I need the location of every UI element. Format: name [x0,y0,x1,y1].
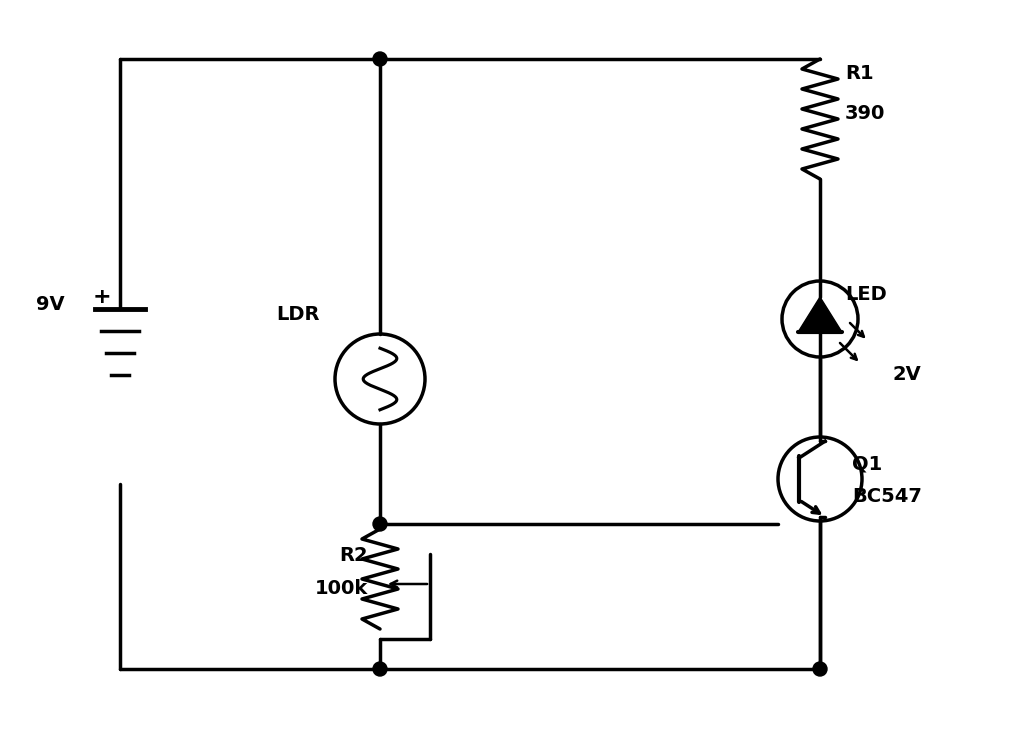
Circle shape [373,52,387,66]
Text: 390: 390 [845,104,886,123]
Text: BC547: BC547 [852,488,922,507]
Text: +: + [93,287,112,307]
Text: R2: R2 [339,546,368,565]
Circle shape [373,517,387,531]
Text: 100k: 100k [314,579,368,598]
Text: R1: R1 [845,64,873,83]
Text: Q1: Q1 [852,454,883,474]
Text: 2V: 2V [892,364,921,383]
Text: LED: LED [845,284,887,303]
Text: 9V: 9V [37,295,65,313]
Text: LDR: LDR [276,305,319,324]
Polygon shape [798,297,842,332]
Circle shape [373,662,387,676]
Circle shape [813,662,827,676]
